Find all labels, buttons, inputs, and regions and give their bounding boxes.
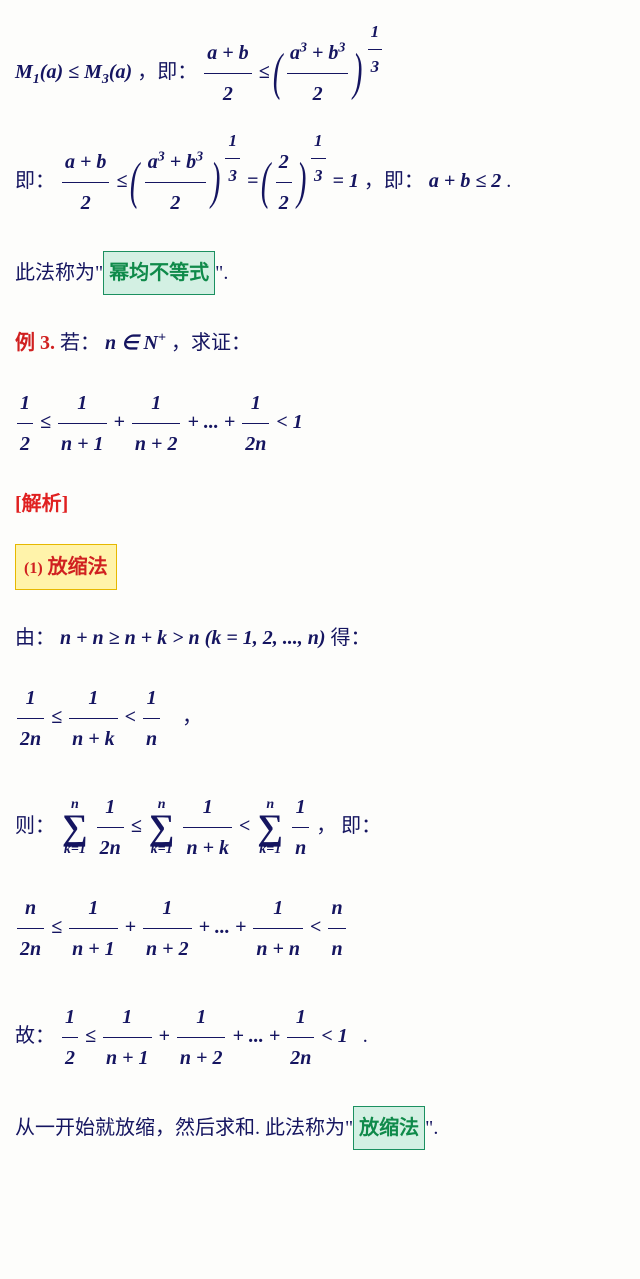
ji-sum: ， 即： — [316, 815, 381, 837]
equation-line-1: M1(a) ≤ M3(a) ，即： a + b2 ≤ ( a3 + b32 ) … — [15, 33, 625, 114]
ex3-inequality: 12 ≤ 1n + 1 + 1n + 2 + ... + 12n < 1 — [15, 383, 625, 464]
frac-ab2: a + b2 — [204, 33, 251, 114]
frac-a3b3: a3 + b32 — [287, 33, 348, 114]
step-2: 12n ≤ 1n + k < 1n ， — [15, 678, 625, 759]
ex3-label: 例 3. — [15, 332, 55, 354]
sum3: n∑k=1 — [257, 798, 283, 857]
shrink-method-box: 放缩法 — [353, 1106, 425, 1150]
step-3: 则： n∑k=1 12n ≤ n∑k=1 1n + k < n∑k=1 1n ，… — [15, 787, 625, 868]
final-pre: 从一开始就放缩，然后求和. 此法称为" — [15, 1117, 353, 1139]
de: 得： — [331, 627, 371, 649]
conclusion: 从一开始就放缩，然后求和. 此法称为"放缩法". — [15, 1106, 625, 1150]
final-post: ". — [425, 1117, 438, 1139]
ji1: ，即： — [137, 61, 197, 83]
ex3-n: n ∈ N — [105, 332, 158, 354]
arg1: (a) ≤ M — [40, 61, 102, 83]
gu: 故： — [15, 1025, 55, 1047]
eq1: = 1 — [333, 170, 359, 192]
equation-line-2: 即： a + b2 ≤ ( a3 + b32 ) 13 = ( 22 ) 13 … — [15, 142, 625, 223]
sum1: n∑k=1 — [62, 798, 88, 857]
ji2a: 即： — [15, 170, 55, 192]
analysis-label: [解析] — [15, 484, 625, 524]
arg2: (a) — [109, 61, 132, 83]
step-5: 故： 12 ≤ 1n + 1 + 1n + 2 + ... + 12n < 1 … — [15, 997, 625, 1078]
able2: a + b ≤ 2 — [429, 170, 501, 192]
law1-pre: 此法称为" — [15, 262, 103, 284]
lp: ( — [273, 50, 283, 97]
rp: ) — [353, 50, 363, 97]
ex3-qz: ，求证： — [171, 332, 251, 354]
step-1: 由： n + n ≥ n + k > n (k = 1, 2, ..., n) … — [15, 618, 625, 658]
nn-ineq: n + n ≥ n + k > n (k = 1, 2, ..., n) — [60, 627, 326, 649]
frac-22: 22 — [276, 142, 292, 223]
sub1: 1 — [33, 72, 40, 87]
ex3-ruo: 若： — [60, 332, 100, 354]
frac-ab2b: a + b2 — [62, 142, 109, 223]
law1-post: ". — [215, 262, 228, 284]
m1: M — [15, 61, 33, 83]
you: 由： — [15, 627, 55, 649]
method-1: (1) 放缩法 — [15, 544, 625, 590]
pow13: 13 — [366, 15, 385, 84]
ze: 则： — [15, 815, 55, 837]
sum2: n∑k=1 — [149, 798, 175, 857]
power-mean-box: 幂均不等式 — [103, 251, 215, 295]
law1: 此法称为"幂均不等式". — [15, 251, 625, 295]
step-4: n2n ≤ 1n + 1 + 1n + 2 + ... + 1n + n < n… — [15, 888, 625, 969]
ex3-plus: + — [158, 330, 166, 345]
sub3: 3 — [102, 72, 109, 87]
method1-box: (1) 放缩法 — [15, 544, 117, 590]
jiab: ，即： — [364, 170, 424, 192]
example-3: 例 3. 若： n ∈ N+ ，求证： — [15, 323, 625, 363]
half: 12 — [17, 383, 33, 464]
